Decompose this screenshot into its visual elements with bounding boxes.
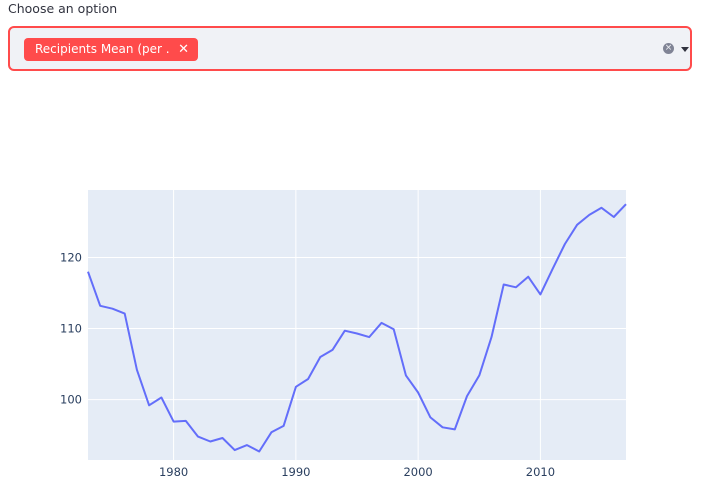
select-label: Choose an option [8,1,118,16]
line-chart: 1980 1990 2000 2010 100 110 120 [60,190,627,479]
x-axis-ticks: 1980 1990 2000 2010 [159,465,555,479]
selected-option-tag[interactable]: Recipients Mean (per ... ✕ [24,38,198,61]
gridlines [88,190,626,460]
x-tick-label: 1990 [281,465,310,479]
x-tick-label: 2010 [526,465,555,479]
x-tick-label: 1980 [159,465,188,479]
selected-option-label: Recipients Mean (per ... [35,42,170,56]
y-tick-label: 100 [60,393,82,407]
y-tick-label: 110 [60,322,82,336]
multiselect-input[interactable]: Recipients Mean (per ... ✕ × [8,26,692,71]
x-tick-label: 2000 [403,465,432,479]
close-icon[interactable]: ✕ [178,42,189,57]
plot-background [88,190,626,460]
y-axis-ticks: 100 110 120 [60,251,82,407]
y-tick-label: 120 [60,251,82,265]
caret-down-icon[interactable] [681,47,689,52]
clear-circle-icon[interactable]: × [663,43,674,54]
series-line [87,203,627,453]
